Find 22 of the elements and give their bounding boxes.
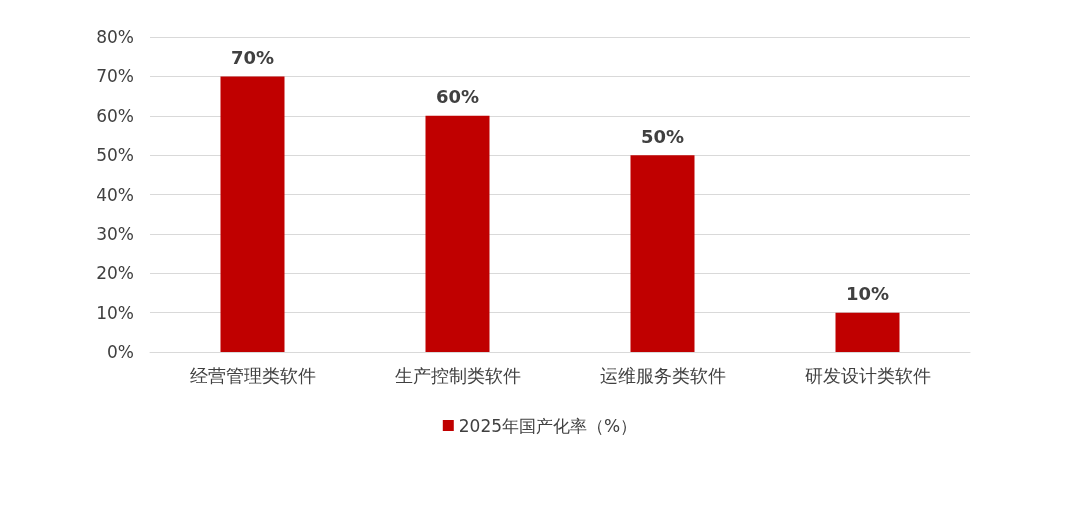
bar <box>220 76 285 352</box>
y-tick-label: 70% <box>96 66 134 87</box>
bar <box>630 155 695 352</box>
data-label: 70% <box>230 46 275 68</box>
x-tick-label: 经营管理类软件 <box>189 364 316 386</box>
x-tick-label: 生产控制类软件 <box>394 364 521 386</box>
bar <box>425 115 490 352</box>
legend-label: 2025年国产化率（%） <box>458 415 638 436</box>
data-label: 60% <box>435 86 480 108</box>
y-tick-label: 80% <box>96 27 134 47</box>
y-tick-label: 60% <box>96 105 134 126</box>
x-tick-label: 运维服务类软件 <box>599 364 726 386</box>
data-label: 10% <box>845 283 890 305</box>
bar <box>835 312 900 352</box>
y-tick-label: 50% <box>96 145 134 166</box>
y-tick-label: 10% <box>96 302 134 323</box>
y-tick-label: 40% <box>96 184 134 205</box>
y-tick-label: 30% <box>96 223 134 244</box>
y-tick-label: 20% <box>96 263 134 284</box>
y-tick-label: 0% <box>107 342 134 362</box>
data-label: 50% <box>640 125 685 147</box>
x-tick-label: 研发设计类软件 <box>804 364 931 386</box>
